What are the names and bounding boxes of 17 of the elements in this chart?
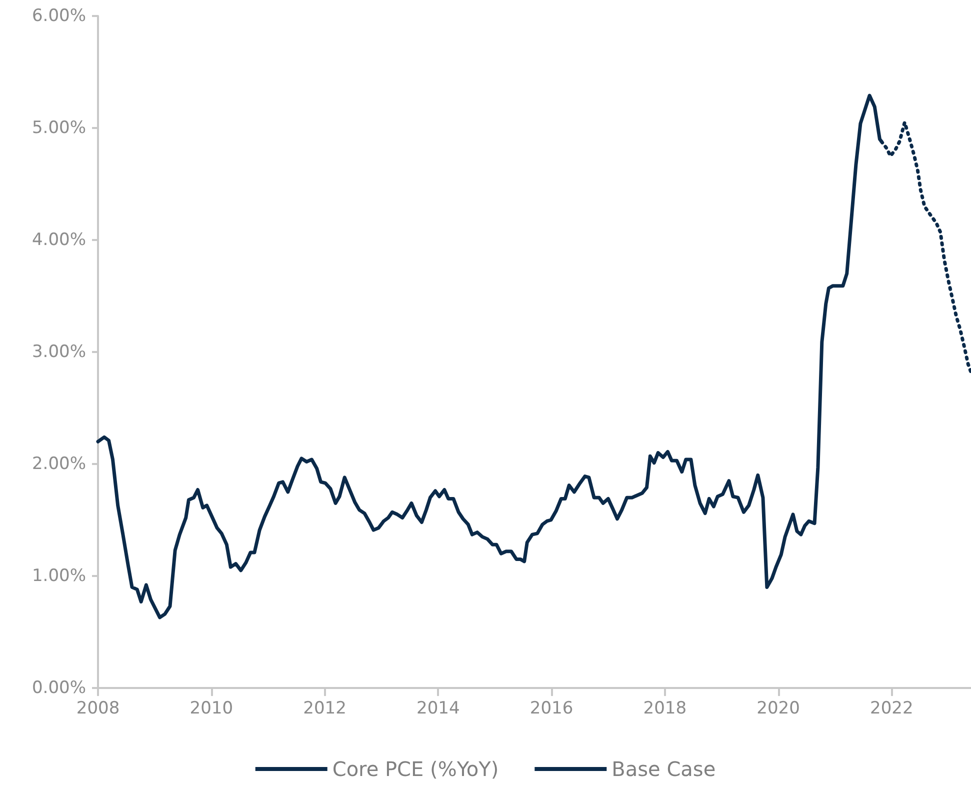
x-tick-label: 2010 [190, 698, 234, 718]
y-tick-label: 4.00% [32, 230, 86, 250]
x-tick-label: 2022 [870, 698, 914, 718]
legend-label: Core PCE (%YoY) [332, 757, 499, 781]
x-tick-label: 2020 [756, 698, 800, 718]
y-tick-label: 6.00% [32, 6, 86, 26]
y-tick-label: 2.00% [32, 454, 86, 474]
x-tick-label: 2018 [643, 698, 687, 718]
y-tick-label: 3.00% [32, 342, 86, 362]
x-tick-label: 2014 [416, 698, 460, 718]
y-tick-label: 1.00% [32, 566, 86, 586]
y-tick-label: 5.00% [32, 118, 86, 138]
y-tick-label: 0.00% [32, 678, 86, 698]
legend-label: Base Case [612, 757, 716, 781]
x-tick-label: 2016 [530, 698, 574, 718]
x-tick-label: 2008 [76, 698, 120, 718]
x-tick-label: 2012 [303, 698, 346, 718]
